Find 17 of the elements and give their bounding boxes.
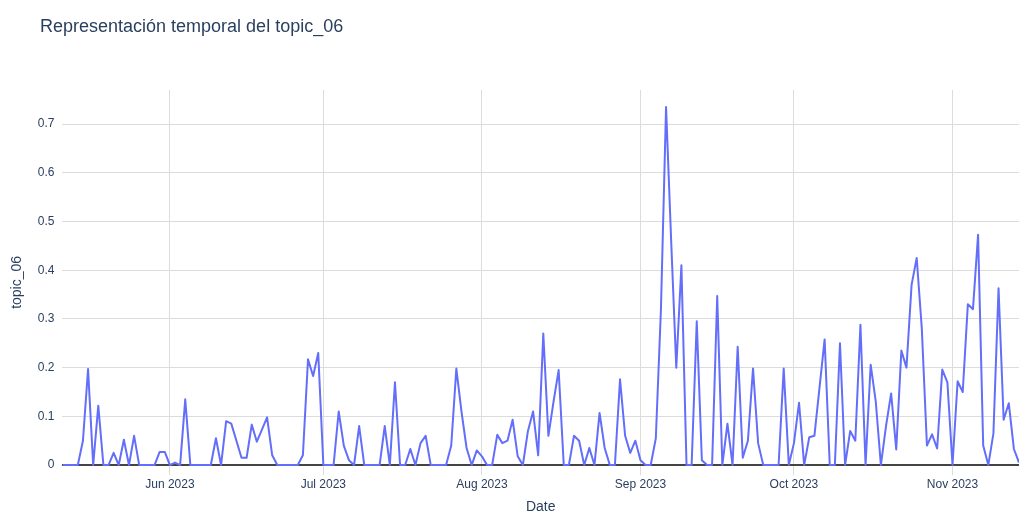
y-tick-label: 0.3 — [37, 311, 55, 326]
x-tick-label: Jul 2023 — [300, 477, 347, 492]
x-axis-title: Date — [525, 498, 556, 515]
x-tick-label: Sep 2023 — [614, 477, 667, 492]
x-tick-label: Oct 2023 — [769, 477, 819, 492]
x-tick-label: Nov 2023 — [926, 477, 979, 492]
y-tick-label: 0.4 — [37, 262, 55, 277]
y-tick-label: 0 — [47, 457, 55, 472]
y-tick-label: 0.2 — [37, 359, 55, 374]
chart-title: Representación temporal del topic_06 — [40, 16, 344, 37]
x-tick-label: Aug 2023 — [456, 477, 508, 492]
y-tick-label: 0.6 — [37, 165, 55, 180]
y-axis-title: topic_06 — [8, 255, 25, 309]
y-tick-label: 0.5 — [37, 213, 55, 228]
x-tick-label: Jun 2023 — [145, 477, 195, 492]
y-tick-label: 0.7 — [37, 116, 55, 131]
y-tick-label: 0.1 — [37, 408, 55, 423]
